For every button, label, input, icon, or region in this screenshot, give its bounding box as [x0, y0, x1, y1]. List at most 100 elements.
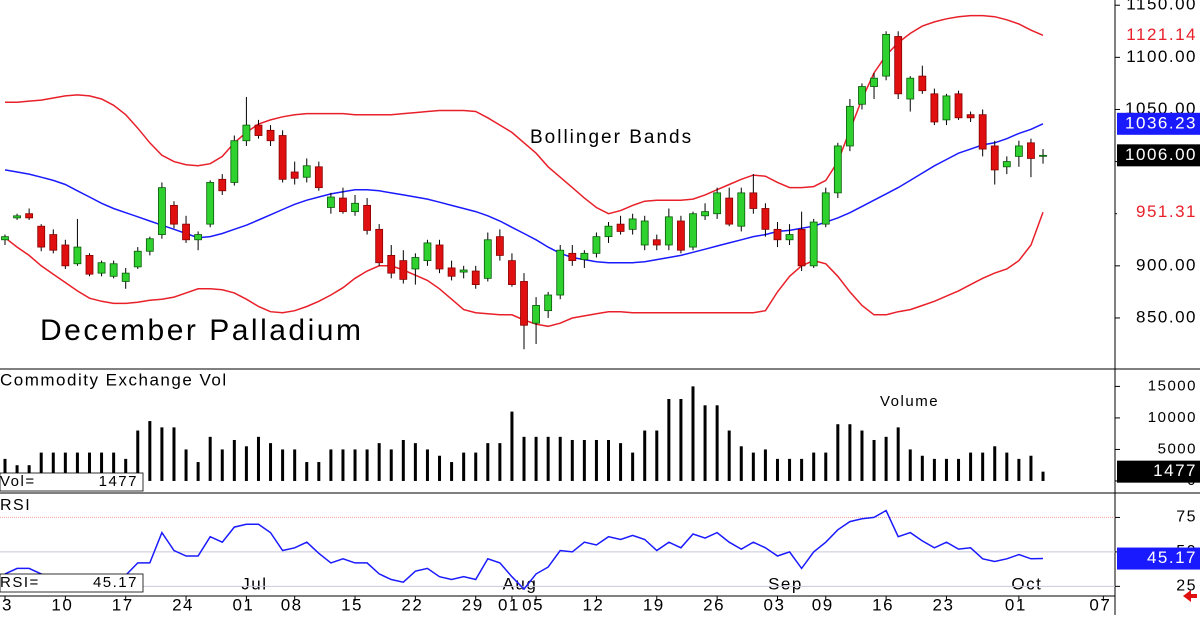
volume-bar: [884, 436, 888, 481]
volume-bar: [365, 449, 369, 481]
candle-body: [652, 239, 661, 246]
candle-body: [85, 255, 94, 275]
candle-body: [109, 263, 118, 277]
volume-bar: [486, 443, 490, 481]
candle-body: [37, 225, 46, 248]
value-prefix: Vol=: [0, 473, 36, 490]
volume-bar: [920, 455, 924, 481]
volume-bar: [413, 443, 417, 481]
candle-body: [894, 36, 903, 95]
candle-body: [1014, 145, 1023, 157]
volume-bar: [281, 449, 285, 481]
y-tick-label: 900.00: [1136, 255, 1197, 274]
rsi-line: [4, 509, 1044, 591]
candle-body: [399, 260, 408, 280]
candle-body: [194, 234, 203, 241]
candle-body: [580, 252, 589, 260]
candle-body: [544, 294, 553, 312]
volume-bar: [800, 458, 804, 481]
volume-bar: [522, 436, 526, 481]
volume-bar: [377, 443, 381, 481]
candle-body: [13, 215, 21, 219]
volume-bar: [1041, 471, 1045, 481]
volume-bar: [401, 439, 405, 481]
candle-body: [25, 213, 34, 219]
volume-bar: [63, 452, 67, 481]
y-tick-label: 1150.00: [1126, 0, 1197, 14]
candle-body: [483, 239, 492, 279]
candle-body: [628, 218, 637, 230]
y-tick-label: 1100.00: [1126, 47, 1197, 66]
candle-body: [363, 204, 372, 231]
x-tick-label: 17: [112, 595, 134, 614]
candle-body: [761, 208, 770, 230]
x-tick-label: 01: [498, 595, 520, 614]
candle-body: [664, 216, 673, 246]
volume-bar: [256, 436, 260, 481]
candle-body: [966, 114, 975, 119]
candle-body: [73, 246, 82, 265]
candle-body: [170, 204, 178, 225]
volume-bar: [293, 449, 297, 481]
volume-bar: [353, 449, 357, 481]
candle-body: [568, 252, 577, 262]
volume-bar: [932, 458, 936, 481]
x-tick-label: 15: [341, 595, 363, 614]
candle-body: [785, 234, 794, 241]
volume-bar: [691, 386, 695, 481]
candle-body: [978, 114, 987, 150]
x-tick-label: 12: [582, 595, 604, 614]
value-box: [0, 472, 144, 492]
volume-bar: [957, 458, 961, 481]
volume-bar: [582, 439, 586, 481]
candle-body: [882, 34, 891, 77]
volume-bar: [969, 452, 973, 481]
candle-body: [870, 77, 878, 87]
candle-body: [339, 197, 347, 213]
volume-bar: [896, 427, 900, 481]
candle-body: [640, 220, 649, 246]
x-tick-label: 01: [232, 595, 254, 614]
candle-body: [1027, 142, 1035, 159]
volume-bar: [87, 452, 91, 481]
volume-bar: [317, 462, 321, 481]
candle-body: [230, 140, 239, 183]
value-tag: 1006.00: [1125, 145, 1197, 164]
candle-body: [1, 236, 9, 241]
volume-bar: [594, 439, 598, 481]
y-tick-label: 5000: [1158, 440, 1197, 457]
volume-bar: [944, 458, 948, 481]
candle-body: [833, 145, 842, 194]
value-tag-box: [1117, 112, 1200, 135]
volume-bar: [39, 452, 43, 481]
candle-body: [254, 124, 263, 136]
candle-body: [689, 213, 697, 248]
volume-bar: [124, 458, 128, 481]
volume-bar: [474, 452, 478, 481]
volume-bar: [112, 452, 116, 481]
volume-bar: [462, 452, 466, 481]
candle-body: [677, 220, 685, 251]
value-tag-box: [1117, 24, 1200, 47]
candle-body: [725, 197, 734, 225]
volume-bar: [631, 452, 635, 481]
candle-body: [206, 182, 215, 225]
volume-bar: [498, 443, 502, 481]
candle-body: [97, 262, 106, 274]
candle-body: [846, 105, 854, 147]
candle-body: [49, 234, 58, 251]
x-tick-label: 24: [172, 595, 194, 614]
month-label: Sep: [768, 574, 803, 593]
volume-bar: [643, 430, 647, 481]
month-label: Jul: [241, 574, 267, 593]
y-tick-label: 15000: [1148, 377, 1197, 394]
volume-bar: [558, 436, 562, 481]
volume-bar: [329, 449, 333, 481]
x-tick-label: 10: [51, 595, 73, 614]
value-tag: 1477: [1153, 461, 1197, 480]
volume-bar: [3, 458, 7, 481]
volume-bar: [196, 462, 200, 481]
x-tick-label: 07: [1089, 595, 1111, 614]
candle-body: [616, 223, 625, 232]
